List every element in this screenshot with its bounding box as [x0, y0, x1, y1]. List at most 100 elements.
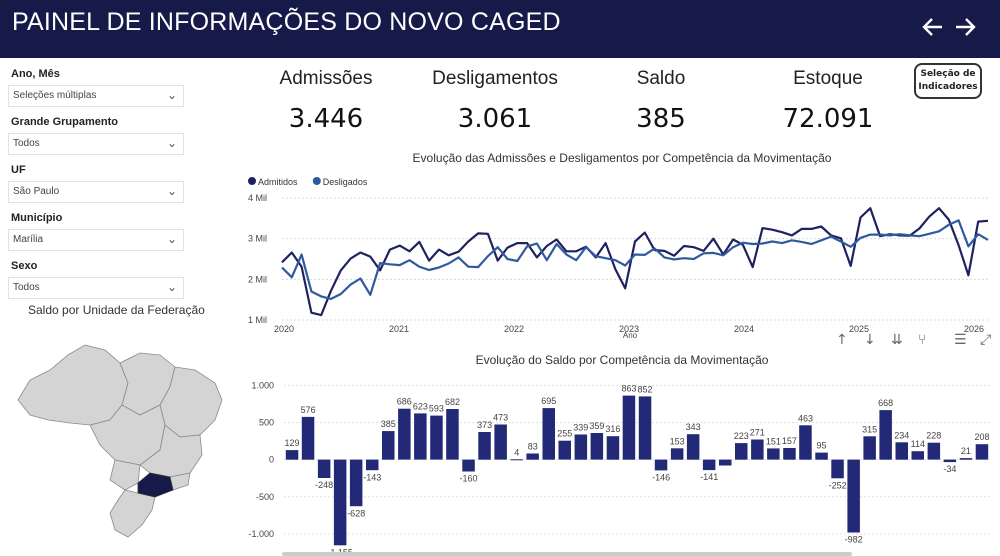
- data-label: 129: [284, 438, 299, 448]
- data-label: 151: [766, 436, 781, 446]
- kpi-label: Estoque: [793, 68, 863, 89]
- selecao-indicadores-button[interactable]: Seleção de Indicadores: [914, 63, 982, 99]
- saldo-bar: [414, 413, 427, 460]
- y-tick-label: 3 Mil: [248, 234, 267, 244]
- chevron-down-icon: ⌄: [166, 136, 177, 150]
- filter-label: Sexo: [11, 260, 38, 272]
- data-label: 208: [974, 432, 989, 442]
- saldo-bar: [510, 459, 523, 461]
- saldo-bar: [767, 448, 780, 460]
- kpi-saldo: Saldo 385: [615, 68, 707, 134]
- saldo-bar: [317, 459, 331, 478]
- arrow-right-icon[interactable]: [952, 14, 978, 45]
- x-tick-label: 2025: [849, 324, 869, 334]
- data-label: 343: [686, 422, 701, 432]
- data-label: 21: [961, 446, 971, 456]
- saldo-bar: [349, 459, 363, 507]
- data-label: 852: [637, 384, 652, 394]
- saldo-bar: [702, 459, 716, 471]
- saldo-bar: [654, 459, 668, 471]
- kpi-value: 3.061: [457, 104, 533, 134]
- data-label: 4: [514, 447, 519, 457]
- dropdown-value: Todos: [13, 282, 40, 293]
- saldo-bar: [558, 440, 571, 460]
- brazil-map[interactable]: [10, 325, 230, 550]
- y-tick-label: 4 Mil: [248, 193, 267, 203]
- filter-municipio: Município Marília ⌄: [8, 210, 184, 251]
- x-tick-label: 2024: [734, 324, 754, 334]
- filter-label: UF: [11, 164, 26, 176]
- data-label: 385: [381, 419, 396, 429]
- region-goias-mg[interactable]: [139, 424, 203, 478]
- sexo-dropdown[interactable]: Todos ⌄: [8, 277, 184, 299]
- municipio-dropdown[interactable]: Marília ⌄: [8, 229, 184, 251]
- saldo-bar: [526, 453, 539, 460]
- saldo-bar: [719, 459, 732, 466]
- data-label: 686: [397, 397, 412, 407]
- data-label: 234: [894, 430, 909, 440]
- uf-dropdown[interactable]: São Paulo ⌄: [8, 181, 184, 203]
- focus-mode-icon[interactable]: ⤢: [980, 332, 992, 348]
- bar-chart[interactable]: -1.000 -500 0 500 1.000 129 576 -248 -1.155 -628 -…: [240, 370, 995, 552]
- data-label: 863: [621, 384, 636, 394]
- chevron-down-icon: ⌄: [166, 184, 177, 198]
- data-label: 593: [429, 404, 444, 414]
- kpi-label: Desligamentos: [432, 68, 558, 89]
- saldo-bar: [366, 459, 379, 471]
- saldo-bar: [478, 432, 491, 460]
- region-sul[interactable]: [109, 489, 156, 538]
- saldo-bar: [333, 459, 347, 546]
- button-line-2: Indicadores: [918, 82, 978, 92]
- x-tick-label: 2023: [619, 324, 639, 334]
- legend-label: Desligados: [323, 177, 368, 187]
- data-label: 315: [862, 424, 877, 434]
- saldo-bar: [301, 416, 315, 460]
- kpi-desligamentos: Desligamentos 3.061: [418, 68, 572, 134]
- region-sao-paulo[interactable]: [137, 472, 174, 498]
- data-label: 668: [878, 398, 893, 408]
- drill-up-icon[interactable]: ⑂: [918, 332, 927, 348]
- header-bar: PAINEL DE INFORMAÇÕES DO NOVO CAGED: [0, 0, 1000, 58]
- ano-mes-dropdown[interactable]: Seleções múltiplas ⌄: [8, 85, 184, 107]
- data-label: 223: [734, 431, 749, 441]
- horizontal-scrollbar[interactable]: [282, 552, 852, 556]
- filter-grande-grupamento: Grande Grupamento Todos ⌄: [8, 114, 184, 155]
- sort-down-icon[interactable]: ↓: [864, 332, 876, 348]
- filter-label: Município: [11, 212, 63, 224]
- region-amazonas[interactable]: [17, 344, 129, 426]
- filter-panel: Ano, Mês Seleções múltiplas ⌄ Grande Grup…: [8, 66, 184, 306]
- data-label: 157: [782, 436, 797, 446]
- y-tick-label: -1.000: [248, 529, 274, 539]
- line-chart-title: Evolução das Admissões e Desligamentos p…: [412, 151, 832, 165]
- data-label: -34: [943, 464, 956, 474]
- saldo-bar: [670, 448, 684, 460]
- kpi-admissoes: Admissões 3.446: [266, 68, 386, 134]
- saldo-bar: [542, 408, 555, 460]
- arrow-left-icon[interactable]: [920, 14, 946, 45]
- data-label: -248: [315, 480, 333, 490]
- dropdown-value: São Paulo: [13, 186, 60, 197]
- saldo-bar: [606, 436, 620, 460]
- sort-up-icon[interactable]: ↑: [836, 332, 848, 348]
- series-line-admitidos: [281, 207, 989, 317]
- saldo-bar: [686, 434, 700, 460]
- grande-grupamento-dropdown[interactable]: Todos ⌄: [8, 133, 184, 155]
- saldo-bar: [831, 459, 844, 479]
- saldo-bar: [398, 408, 411, 460]
- legend-marker: [248, 177, 256, 185]
- kpi-value: 72.091: [782, 104, 874, 134]
- saldo-bar: [927, 442, 941, 460]
- line-chart[interactable]: Admitidos Desligados 1 Mil 2 Mil 3 Mil 4 Mil 2…: [240, 170, 995, 340]
- saldo-bar: [574, 434, 588, 460]
- filter-icon[interactable]: ☰: [954, 332, 967, 348]
- saldo-bar: [285, 450, 299, 460]
- data-label: -143: [363, 472, 381, 482]
- data-label: 359: [589, 421, 604, 431]
- filter-ano-mes: Ano, Mês Seleções múltiplas ⌄: [8, 66, 184, 107]
- data-label: 695: [541, 396, 556, 406]
- expand-all-icon[interactable]: ⇊: [891, 332, 903, 348]
- data-label: 623: [413, 401, 428, 411]
- data-label: 153: [670, 436, 685, 446]
- region-ms[interactable]: [109, 459, 141, 491]
- data-label: -141: [700, 472, 718, 482]
